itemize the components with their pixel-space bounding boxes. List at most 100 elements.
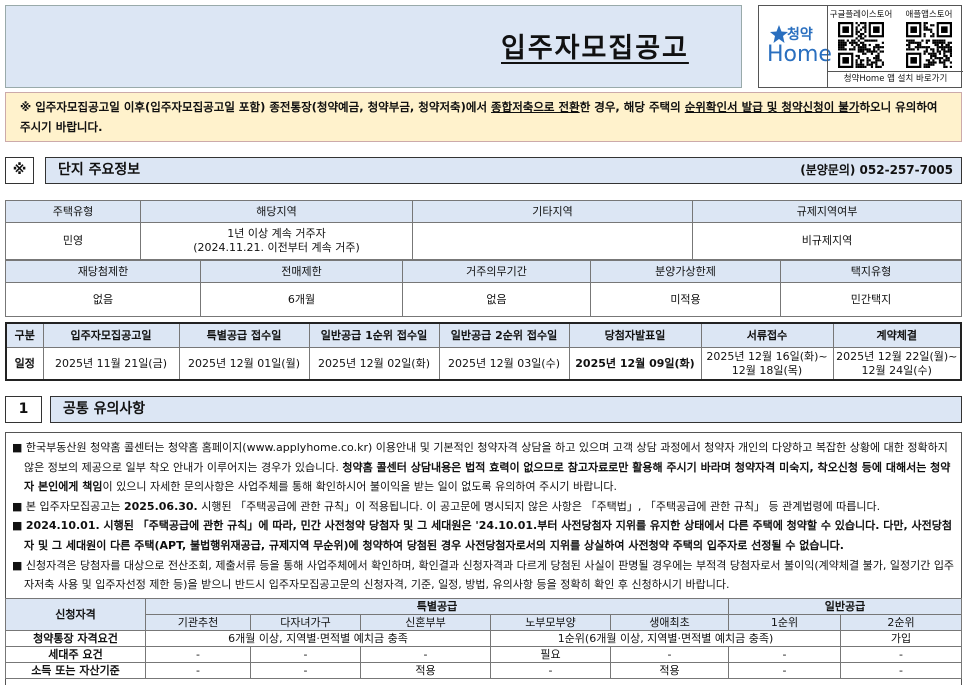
date-cell: 2025년 12월 01일(월) [178, 347, 310, 381]
qr-module [921, 39, 924, 42]
qr-module [936, 39, 939, 42]
th: 서류접수 [700, 322, 834, 348]
qr-module [938, 57, 942, 60]
qr-module [941, 48, 944, 51]
qr-module [877, 48, 880, 51]
info-table: 주택유형 해당지역 기타지역 규제지역여부 민영 1년 이상 계속 거주자 (2024.1… [5, 200, 962, 260]
schedule-table: 구분 입주자모집공고일 특별공급 접수일 일반공급 1순위 접수일 일반공급 2순위 접… [5, 322, 962, 381]
qr-module [932, 52, 935, 55]
qr-module [945, 46, 948, 49]
qr-module [875, 59, 878, 62]
date-line: 2025년 12월 16일(화)~ [706, 349, 828, 363]
qr-module [864, 35, 867, 38]
cell: - [250, 662, 361, 679]
qr-module [927, 63, 931, 66]
qr-module [859, 32, 863, 36]
text: 일정 2025년 11월 21일(금) 2025년 12월 01일(월) 2025년 … [5, 347, 962, 381]
date-line: 2025년 12월 09일(화) [575, 356, 695, 370]
qr-module [934, 57, 937, 60]
qr-module [859, 63, 863, 66]
qr-module [949, 54, 952, 58]
qr-module [855, 26, 858, 29]
row-label: 세대주 요건 [5, 646, 146, 663]
qr-module [923, 50, 926, 53]
qr-module [862, 32, 865, 36]
qr-module [851, 39, 854, 42]
qr-module [936, 41, 939, 44]
qr-module [877, 52, 880, 55]
qr-module [862, 65, 865, 68]
qr-module [877, 43, 880, 47]
qr-module [927, 46, 931, 49]
qr-module [945, 65, 948, 68]
qr-module [844, 43, 847, 47]
qr-module [864, 39, 867, 42]
qr-module [866, 59, 869, 62]
qr-module [853, 41, 856, 44]
qr-module [949, 65, 952, 68]
qr-module [859, 65, 863, 68]
qr-module [840, 41, 843, 44]
qr-module [870, 52, 874, 55]
qr-module [941, 61, 944, 64]
cell: 적용 [610, 662, 729, 679]
qr-module [857, 48, 860, 51]
text: 민영 1년 이상 계속 거주자 (2024.11.21. 이전부터 계속 거주) 비규… [5, 222, 962, 260]
section-title: 단지 주요정보 [58, 162, 141, 178]
qr-module [857, 54, 860, 58]
qr-module [936, 50, 939, 53]
qr-module [877, 59, 880, 62]
qr-module [862, 37, 865, 40]
qr-module [932, 63, 935, 66]
cell: 6개월 [200, 282, 403, 317]
th: 기관추천 [145, 614, 251, 631]
qr-module [908, 41, 911, 44]
qr-module [910, 39, 913, 42]
qr-module [862, 46, 865, 49]
qr-module [932, 54, 935, 58]
qr-module [945, 50, 948, 53]
qr-module [932, 32, 935, 36]
qr-module [910, 26, 917, 33]
qr-module [938, 39, 942, 42]
notice-text: 종합저축으로 전환 [491, 100, 580, 114]
qr-module [927, 65, 931, 68]
qr-module [919, 46, 922, 49]
bold-text: 2024.10.01. 시행된 「주택공급에 관한 규칙」에 따라, 민간 사전… [24, 519, 953, 552]
qr-module [864, 22, 867, 25]
qr-module [949, 50, 952, 53]
qr-module [846, 39, 849, 42]
date-line: 12월 18일(목) [731, 363, 803, 377]
text: 한국부동산원 청약홈 콜센터는 청약홈 홈페이지(www.applyhome.c… [24, 441, 948, 474]
qr-module [927, 59, 931, 62]
qr-module [930, 48, 933, 51]
qr-module [936, 48, 939, 51]
section-mark: ※ [5, 157, 34, 184]
qr-module [930, 61, 933, 64]
qr-module [945, 59, 948, 62]
th: 특별공급 [145, 598, 729, 615]
qr-module [875, 54, 878, 58]
store-label: 구글플레이스토어 [829, 10, 893, 20]
qr-module [934, 43, 937, 47]
qr-module [873, 50, 876, 53]
notes: ■ 한국부동산원 청약홈 콜센터는 청약홈 홈페이지(www.applyhome… [12, 438, 958, 595]
app-link[interactable]: 청약Home 앱 설치 바로가기 [828, 71, 963, 87]
qr-module [866, 48, 869, 51]
qr-module [934, 41, 937, 44]
qr-module [925, 46, 928, 49]
cell: 6개월 이상, 지역별·면적별 예치금 충족 [145, 630, 491, 647]
qr-module [879, 50, 882, 53]
qr-module [864, 52, 867, 55]
qr-module [881, 61, 884, 64]
qr-module [941, 57, 944, 60]
qr-module [914, 41, 917, 44]
logo-bottom: Home [767, 42, 832, 67]
qr-module [945, 43, 948, 47]
qr-module [916, 41, 920, 44]
qr-module [875, 43, 878, 47]
cell: 없음 [5, 282, 201, 317]
qr-module [844, 48, 847, 51]
qr-module [879, 65, 882, 68]
